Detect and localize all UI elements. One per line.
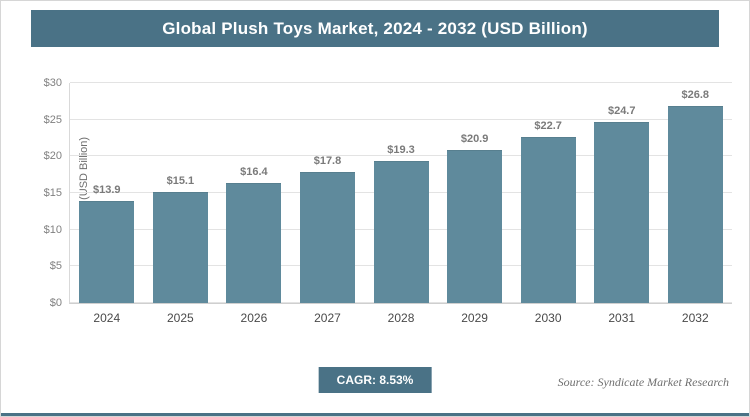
- bar: [299, 172, 355, 303]
- bar-group: $26.8 2032: [659, 83, 733, 325]
- bar-value-label: $20.9: [460, 132, 489, 145]
- bar-value-label: $15.1: [166, 175, 195, 188]
- bar-value-label: $16.4: [240, 165, 268, 178]
- gridline: [70, 118, 732, 120]
- bar-value-label: $13.9: [93, 184, 121, 197]
- y-tick-label: $20: [43, 150, 62, 163]
- bar-group: $13.9 2024: [70, 83, 144, 325]
- gridline: [70, 82, 732, 83]
- y-tick-label: $0: [49, 297, 62, 309]
- y-tick-label: $15: [43, 187, 62, 199]
- x-tick-label: 2032: [681, 311, 709, 325]
- x-tick-label: 2031: [608, 311, 636, 325]
- bars-row: $13.9 2024 $15.1 2025 $16.4 2026 $17.8 2027 $19.…: [70, 83, 733, 325]
- source-attribution: Source: Syndicate Market Research: [557, 375, 729, 389]
- bar: [594, 121, 650, 303]
- bar-group: $24.7 2031: [585, 83, 659, 325]
- bar-group: $22.7 2030: [511, 83, 585, 325]
- bar: [520, 136, 576, 303]
- x-tick-label: 2025: [166, 311, 194, 325]
- x-tick-label: 2030: [534, 311, 562, 325]
- bar: [152, 192, 208, 303]
- bar: [447, 149, 503, 303]
- bar-value-label: $26.8: [681, 89, 710, 102]
- bar-group: $16.4 2026: [217, 83, 291, 325]
- x-tick-label: 2027: [314, 311, 341, 325]
- x-tick-label: 2024: [93, 311, 121, 325]
- bar-group: $19.3 2028: [364, 83, 438, 325]
- bottom-accent-bar: [1, 413, 749, 416]
- y-tick-label: $30: [43, 77, 62, 89]
- bar: [79, 201, 135, 303]
- bar-group: $17.8 2027: [291, 83, 365, 325]
- x-tick-label: 2026: [240, 311, 268, 325]
- bar-value-label: $22.7: [534, 119, 562, 132]
- bar: [373, 161, 429, 303]
- cagr-badge: CAGR: 8.53%: [318, 367, 432, 393]
- bar: [226, 182, 282, 303]
- y-tick-label: $25: [43, 113, 62, 126]
- y-tick-label: $10: [43, 223, 62, 236]
- x-tick-label: 2029: [461, 311, 488, 325]
- bar-value-label: $17.8: [313, 155, 342, 168]
- chart-title: Global Plush Toys Market, 2024 - 2032 (U…: [31, 10, 719, 47]
- bar-value-label: $19.3: [387, 144, 415, 157]
- bar-value-label: $24.7: [607, 104, 636, 117]
- gridline: [70, 155, 732, 157]
- bar: [667, 106, 723, 303]
- bar-group: $20.9 2029: [438, 83, 512, 325]
- plot-area: Market Size (USD Billion) $13.9 2024 $15.1…: [44, 77, 733, 325]
- y-tick-label: $5: [49, 260, 62, 273]
- bar-group: $15.1 2025: [144, 83, 218, 325]
- x-tick-label: 2028: [387, 311, 415, 325]
